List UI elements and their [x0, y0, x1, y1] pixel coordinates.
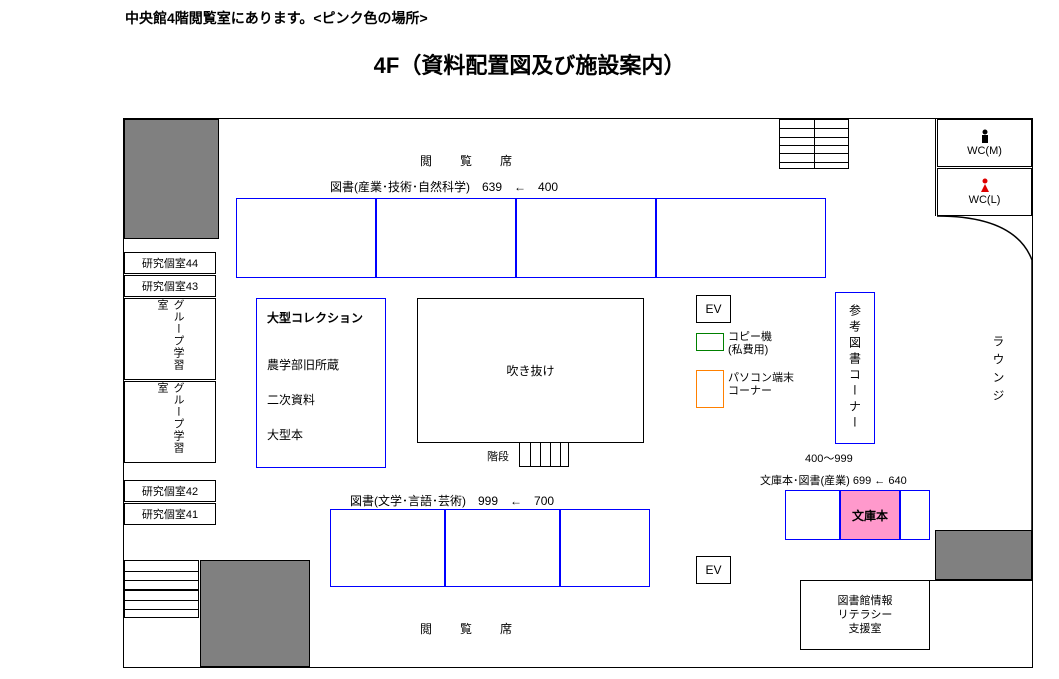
room-label: 研究個室42: [142, 483, 198, 499]
room: 研究個室42: [124, 480, 216, 502]
room: 研究個室43: [124, 275, 216, 297]
bunko-shelf-2: [900, 490, 930, 540]
wc-l: WC(L): [937, 168, 1032, 216]
shelf-top-0: [236, 198, 376, 278]
room-label: 研究個室44: [142, 255, 198, 271]
person-icon: [979, 178, 991, 192]
room: 研究個室44: [124, 252, 216, 274]
room: グループ学習室: [124, 381, 216, 463]
books-top-label: 図書(産業･技術･自然科学) 639 ← 400: [330, 178, 558, 195]
large-collection-title: 大型コレクション: [267, 309, 375, 326]
floor-label: 階段: [487, 448, 509, 464]
books-bottom-label: 図書(文学･言語･芸術) 999 ← 700: [350, 492, 554, 509]
gray-block-0: [124, 119, 219, 239]
pc-terminal-box: [696, 370, 724, 408]
person-icon: [979, 129, 991, 143]
elevator-2: EV: [696, 556, 731, 584]
room-label: グループ学習室: [154, 299, 186, 379]
ref-label: 参考図書コーナー: [847, 304, 864, 432]
wc-m: WC(M): [937, 119, 1032, 167]
room-label: グループ学習室: [154, 382, 186, 462]
reading-seats-bottom: 閲 覧 席: [420, 620, 520, 637]
reading-seats-top: 閲 覧 席: [420, 152, 520, 169]
atrium: 吹き抜け: [417, 298, 644, 443]
wc-l-label: WC(L): [969, 194, 1001, 206]
header-note: 中央館4階閲覧室にあります。<ピンク色の場所>: [125, 8, 428, 28]
bunko-shelf-1: 文庫本: [840, 490, 900, 540]
page-title: 4F（資料配置図及び施設案内）: [0, 48, 1059, 80]
large-collection: 大型コレクション農学部旧所蔵二次資料大型本: [256, 298, 386, 468]
wc-m-label: WC(M): [967, 145, 1002, 157]
stairs: [519, 442, 569, 467]
copy-label: コピー機 (私費用): [728, 331, 772, 357]
lc-2: 二次資料: [267, 391, 375, 408]
lc-3: 大型本: [267, 426, 375, 443]
atrium-label: 吹き抜け: [506, 362, 554, 379]
copy-machine-box: [696, 333, 724, 351]
reference-corner: 参考図書コーナー: [835, 292, 875, 444]
room: グループ学習室: [124, 298, 216, 380]
bunko-range-label: 文庫本･図書(産業) 699 ← 640: [760, 472, 907, 488]
ref-range: 400～999: [805, 450, 853, 466]
pc-label: パソコン端末 コーナー: [728, 372, 794, 398]
gray-block-2: [935, 530, 1032, 580]
shelf-top-1: [376, 198, 516, 278]
shelf-top-3: [656, 198, 826, 278]
lounge-label: ラウンジ: [990, 335, 1007, 407]
lc-1: 農学部旧所蔵: [267, 356, 375, 373]
elevator-1: EV: [696, 295, 731, 323]
shelf-bottom-1: [445, 509, 560, 587]
shelf-bottom-0: [330, 509, 445, 587]
bunko-shelf-0: [785, 490, 840, 540]
room: 研究個室41: [124, 503, 216, 525]
library-info-room: 図書館情報 リテラシー 支援室: [800, 580, 930, 650]
shelf-top-2: [516, 198, 656, 278]
gray-block-1: [200, 560, 310, 667]
shelf-bottom-2: [560, 509, 650, 587]
room-label: 研究個室43: [142, 278, 198, 294]
room-label: 研究個室41: [142, 506, 198, 522]
